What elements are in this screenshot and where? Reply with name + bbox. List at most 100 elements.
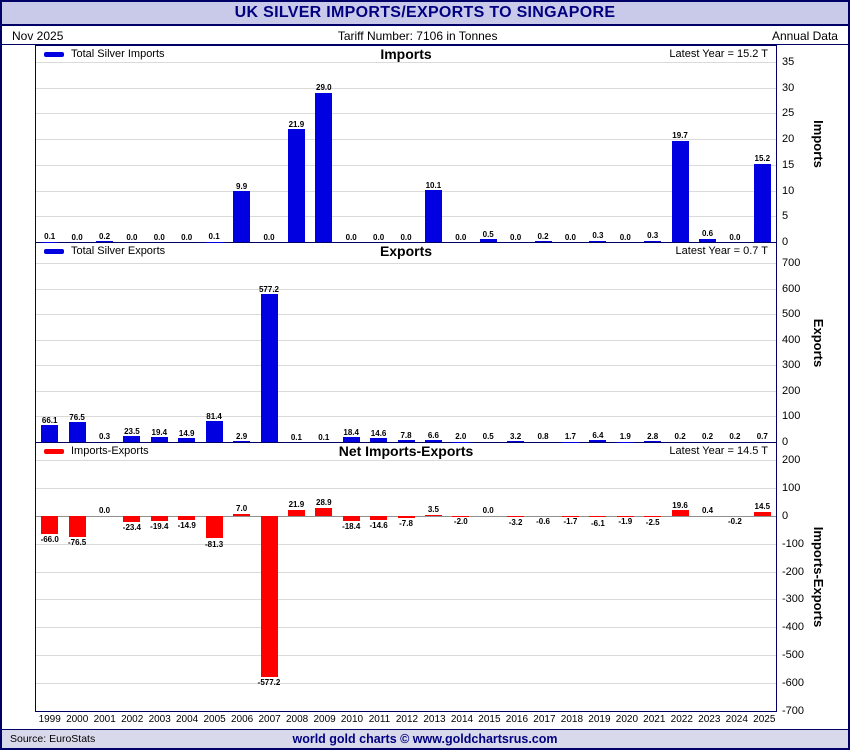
year-label: 2002 xyxy=(121,714,144,725)
bar xyxy=(41,515,59,535)
bar-value-label: -19.4 xyxy=(150,522,169,532)
bar-value-label: 0.3 xyxy=(647,231,659,240)
y-tick-label: -700 xyxy=(782,705,805,717)
year-label: 2006 xyxy=(230,714,254,725)
bar-value-label: 0.3 xyxy=(98,432,111,442)
bar xyxy=(260,294,278,442)
bar xyxy=(589,515,607,518)
bar-value-label: -6.1 xyxy=(590,518,605,528)
exports-panel: 700 600 500 400 300 200 100 0 66.1 76.5 0.3 23.5 19.… xyxy=(35,242,826,448)
bar xyxy=(150,437,168,442)
year-label: 2015 xyxy=(478,714,501,725)
imports-plot: 35 30 25 20 15 10 5 0 0.1 0.0 0.2 0.0 0.0 0.0 0.1 9.9 0.… xyxy=(36,46,794,248)
gridline xyxy=(36,390,776,392)
bar xyxy=(671,140,689,242)
bar-value-label: 2.0 xyxy=(455,432,467,441)
bar-value-label: 0.0 xyxy=(71,232,83,242)
bar-value-label: 0.0 xyxy=(181,232,193,242)
bar xyxy=(424,190,442,242)
bar-value-label: -0.2 xyxy=(727,516,742,526)
bar-value-label: 0.2 xyxy=(537,231,549,241)
source-label: Source: EuroStats xyxy=(10,733,96,745)
bar-value-label: 0.0 xyxy=(619,232,631,242)
bar-value-label: 0.0 xyxy=(510,232,522,242)
bar-value-label: -7.8 xyxy=(399,519,413,528)
year-label: 2008 xyxy=(285,714,309,725)
bar xyxy=(178,438,196,442)
bar xyxy=(452,515,470,517)
gridline xyxy=(36,416,776,418)
year-label: 2009 xyxy=(313,714,336,725)
year-label: 2000 xyxy=(66,714,89,725)
bar xyxy=(287,509,305,516)
bar-value-label: 3.5 xyxy=(427,505,439,515)
bar xyxy=(370,515,388,520)
bar-value-label: 0.2 xyxy=(701,432,714,442)
bar-value-label: 2.9 xyxy=(236,431,248,441)
footer-brand: world gold charts © www.goldchartsrus.co… xyxy=(292,732,558,746)
x-axis-years: 1999 2000 2001 2002 2003 2004 2005 2006 2007 2008… xyxy=(36,713,778,728)
y-tick-label: -300 xyxy=(782,593,805,606)
bar-value-label: 23.5 xyxy=(124,426,140,436)
annual-data-label: Annual Data xyxy=(771,29,838,43)
bar xyxy=(233,441,251,443)
bar-value-label: 0.0 xyxy=(126,232,138,242)
bar-value-label: 1.7 xyxy=(564,432,576,442)
y-tick-label: 600 xyxy=(782,282,801,295)
subheader-bar: Nov 2025 Tariff Number: 7106 in Tonnes A… xyxy=(2,28,848,45)
bar-value-label: 6.6 xyxy=(427,430,439,440)
gridline xyxy=(36,288,776,290)
bar xyxy=(205,421,223,442)
bar-value-label: 0.2 xyxy=(729,432,741,442)
bar xyxy=(370,438,388,442)
bar xyxy=(644,240,662,242)
bar-value-label: 0.0 xyxy=(400,232,412,242)
bar-value-label: 0.0 xyxy=(153,232,165,242)
y-tick-label: 300 xyxy=(782,359,801,372)
gridline xyxy=(36,627,776,629)
bar-value-label: -0.6 xyxy=(536,516,550,526)
y-tick-label: 400 xyxy=(782,333,801,346)
gridline xyxy=(36,62,776,63)
bar-value-label: 0.2 xyxy=(674,432,686,442)
bar-value-label: 7.8 xyxy=(400,430,412,440)
date-label: Nov 2025 xyxy=(12,29,64,43)
bar-value-label: 0.1 xyxy=(290,432,302,442)
bar-value-label: 0.5 xyxy=(482,229,494,239)
bar-value-label: 21.9 xyxy=(288,119,305,129)
gridline xyxy=(36,487,776,489)
bar-value-label: -2.0 xyxy=(453,517,468,527)
y-tick-label: 100 xyxy=(782,410,801,423)
year-label: 2011 xyxy=(368,714,391,725)
bar xyxy=(479,239,497,242)
year-label: 2025 xyxy=(753,714,776,725)
bar xyxy=(753,163,771,242)
bar-value-label: 6.4 xyxy=(592,430,604,440)
bar-value-label: 0.1 xyxy=(208,232,220,241)
year-label: 2014 xyxy=(450,714,474,725)
bar-value-label: 19.7 xyxy=(672,131,688,141)
y-tick-label: -100 xyxy=(782,537,805,550)
year-label: 2019 xyxy=(588,714,611,725)
gridline xyxy=(36,655,776,657)
imports-panel: 35 30 25 20 15 10 5 0 0.1 0.0 0.2 0.0 0.0 0.0 0.1 9.9 0.… xyxy=(35,45,826,248)
year-label: 2012 xyxy=(395,714,419,725)
bar-value-label: 19.4 xyxy=(151,427,168,437)
bar xyxy=(507,515,525,517)
gridline xyxy=(36,571,776,573)
bar-value-label: -14.9 xyxy=(177,520,196,530)
y-axis-label: Imports-Exports xyxy=(811,526,826,628)
y-tick-label: 5 xyxy=(782,210,789,223)
bar xyxy=(41,241,59,243)
bar-value-label: 0.3 xyxy=(592,231,604,240)
gridline xyxy=(36,190,776,192)
bar-value-label: 0.7 xyxy=(756,432,768,442)
bar xyxy=(233,513,251,516)
gridline xyxy=(36,365,776,367)
gridline xyxy=(36,216,776,218)
y-tick-label: 0 xyxy=(782,509,789,522)
bar-value-label: 81.4 xyxy=(206,411,222,421)
bar xyxy=(205,241,223,243)
bar xyxy=(68,422,86,442)
bar-value-label: 3.2 xyxy=(510,431,522,441)
